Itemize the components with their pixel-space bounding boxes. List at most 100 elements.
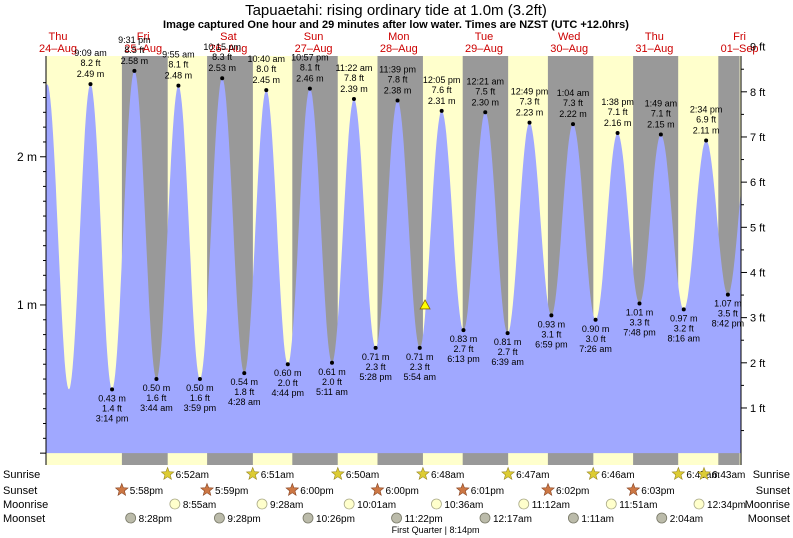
tide-feet: 3.0 ft	[586, 334, 607, 344]
tide-time: 12:05 pm	[423, 75, 461, 85]
moonrise-event: 12:34pm	[693, 498, 746, 511]
axes: 1 m 2 m 1 ft 2 ft 3 ft 4 ft 5 ft 6 ft 7 ft 8 ft 9 …	[17, 42, 765, 465]
moonrise-event: 9:28am	[256, 498, 303, 511]
tide-feet: 1.8 ft	[234, 387, 255, 397]
right-tick-label: 7 ft	[750, 132, 765, 144]
tide-meters: 1.07 m	[714, 299, 742, 309]
right-tick-label: 1 ft	[750, 403, 765, 415]
sunrise-label-right: Sunrise	[753, 469, 790, 481]
tide-time: 11:39 pm	[379, 64, 416, 74]
low-tide-label: 0.54 m1.8 ft4:28 am	[228, 377, 261, 407]
day-date: 28–Aug	[380, 43, 418, 55]
sunrise-time: 6:51am	[261, 470, 294, 481]
moonset-event: 2:04am	[656, 512, 703, 525]
moonset-time: 8:28pm	[139, 514, 172, 525]
sunrise-event: 6:51am	[245, 466, 294, 481]
tide-meters: 0.93 m	[538, 319, 566, 329]
sunrise-event: 6:47am	[501, 466, 549, 481]
low-tide-point	[681, 307, 686, 312]
low-tide-point	[373, 345, 378, 350]
sunset-icon	[285, 482, 300, 496]
moonrise-icon	[431, 498, 442, 510]
moonrise-time: 11:51am	[619, 500, 657, 511]
tide-feet: 8.1 ft	[168, 60, 189, 70]
right-tick-label: 8 ft	[750, 87, 765, 99]
low-tide-point	[461, 328, 466, 333]
tide-feet: 2.0 ft	[278, 378, 299, 388]
right-tick-label: 6 ft	[750, 177, 765, 189]
tide-time: 11:22 am	[336, 63, 373, 73]
sunrise-icon	[160, 466, 175, 480]
high-tide-point	[176, 83, 181, 88]
tide-feet: 7.1 ft	[608, 107, 629, 117]
sunrise-time: 6:46am	[601, 470, 634, 481]
low-tide-label: 1.01 m3.3 ft7:48 pm	[623, 307, 656, 337]
tide-time: 5:54 am	[403, 372, 436, 382]
high-tide-point	[658, 132, 663, 137]
high-tide-point	[704, 138, 709, 143]
moonrise-icon	[256, 498, 268, 510]
high-tide-point	[88, 82, 93, 87]
moonset-icon	[567, 512, 579, 524]
day-date: 26–Aug	[209, 43, 247, 55]
tide-meters: 0.83 m	[450, 334, 478, 344]
sunset-icon	[200, 482, 214, 496]
sunset-time: 6:03pm	[641, 486, 674, 497]
sunrise-icon	[330, 466, 345, 480]
low-tide-point	[154, 377, 159, 382]
moonrise-icon	[343, 498, 355, 510]
tide-meters: 0.71 m	[406, 352, 434, 362]
moonrise-event: 11:51am	[605, 498, 657, 511]
moonrise-icon	[169, 498, 181, 510]
tide-time: 12:21 am	[466, 76, 504, 86]
low-tide-label: 0.93 m3.1 ft6:59 pm	[535, 319, 568, 349]
chart-title: Tapuaetahi: rising ordinary tide at 1.0m…	[245, 2, 547, 19]
tide-time: 8:16 am	[667, 333, 700, 343]
tide-time: 9:31 pm	[118, 35, 151, 45]
moonrise-icon	[693, 498, 705, 510]
high-tide-point	[220, 76, 225, 81]
tide-time: 10:15 pm	[203, 42, 241, 52]
tide-meters: 1.01 m	[626, 307, 654, 317]
low-tide-label: 0.50 m1.6 ft3:44 am	[140, 383, 173, 413]
moonrise-event: 11:12am	[518, 498, 570, 511]
tide-meters: 0.43 m	[98, 393, 126, 403]
low-tide-label: 0.61 m2.0 ft5:11 am	[316, 367, 348, 397]
day-date: 24–Aug	[39, 43, 77, 55]
high-tide-label: 11:39 pm7.8 ft2.38 m	[379, 64, 416, 95]
tide-feet: 8.2 ft	[80, 58, 101, 68]
high-tide-label: 1:04 am7.3 ft2.22 m	[557, 88, 590, 119]
current-tide-marker	[419, 299, 431, 310]
tide-meters: 0.54 m	[231, 377, 259, 387]
moonset-time: 12:17am	[493, 514, 532, 525]
sunset-icon	[114, 482, 129, 496]
high-tide-point	[483, 110, 488, 115]
tide-meters: 2.22 m	[559, 109, 587, 119]
tide-meters: 2.11 m	[693, 125, 720, 135]
high-tide-label: 1:49 am7.1 ft2.15 m	[645, 99, 678, 130]
moonrise-time: 12:34pm	[707, 500, 746, 511]
tide-meters: 0.71 m	[362, 352, 390, 362]
day-weekday: Tue	[475, 31, 494, 43]
sunrise-event: 6:52am	[160, 466, 209, 481]
tide-time: 3:14 pm	[96, 413, 129, 423]
tide-meters: 2.46 m	[296, 74, 324, 84]
high-tide-label: 10:57 pm8.1 ft2.46 m	[291, 53, 329, 84]
low-tide-label: 0.71 m2.3 ft5:28 pm	[359, 352, 392, 382]
sunset-label-left: Sunset	[3, 485, 37, 497]
sunrise-label-left: Sunrise	[3, 469, 40, 481]
tide-time: 5:28 pm	[359, 372, 392, 382]
moonset-icon	[214, 512, 225, 524]
tide-time: 1:49 am	[645, 99, 678, 109]
tide-time: 12:49 pm	[511, 87, 549, 97]
moonset-event: 10:26pm	[302, 512, 355, 525]
tide-feet: 2.7 ft	[498, 347, 519, 357]
tide-time: 4:28 am	[228, 397, 261, 407]
moonset-icon	[656, 512, 668, 524]
moonrise-icon	[518, 498, 530, 510]
almanac: Sunrise Sunrise 6:52am 6:51am 6:50am 6:48am 6:…	[3, 466, 790, 535]
right-tick-label: 9 ft	[750, 42, 765, 54]
sunrise-time: 6:48am	[431, 470, 464, 481]
low-tide-point	[285, 362, 290, 367]
